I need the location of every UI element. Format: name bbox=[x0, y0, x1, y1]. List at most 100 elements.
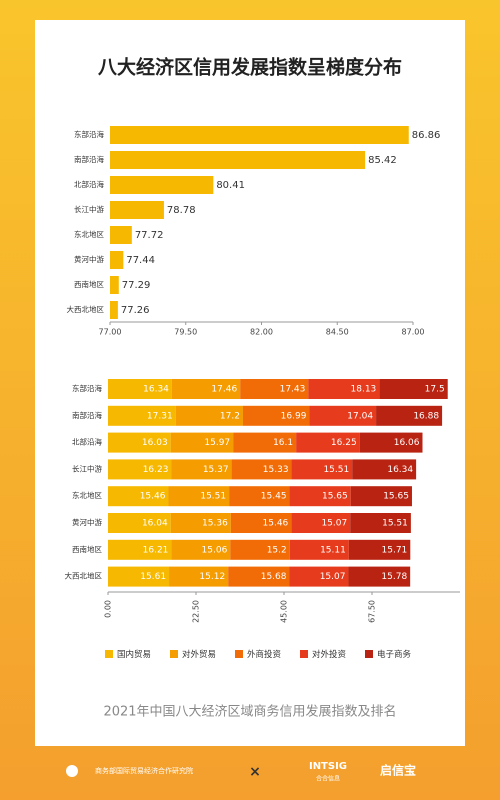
value-label: 15.46 bbox=[263, 519, 289, 529]
bar-segment bbox=[108, 432, 171, 453]
bar-segment bbox=[108, 566, 170, 587]
x-tick-label: 77.00 bbox=[99, 328, 122, 337]
bar-segment bbox=[108, 379, 172, 399]
bar-segment bbox=[170, 513, 231, 533]
x-tick-label: 22.50 bbox=[192, 600, 201, 623]
value-label: 16.34 bbox=[387, 465, 413, 475]
y-tick-label: 东部沿海 bbox=[72, 383, 102, 393]
legend-label: 外商投资 bbox=[247, 649, 282, 660]
product: 启信宝 bbox=[380, 763, 416, 778]
x-tick-label: 45.00 bbox=[280, 600, 289, 623]
value-label: 15.51 bbox=[323, 465, 349, 475]
bar-segment bbox=[169, 566, 229, 587]
value-label: 16.04 bbox=[142, 519, 168, 529]
y-tick-label: 南部沿海 bbox=[74, 154, 104, 164]
bar bbox=[110, 151, 366, 169]
value-label: 16.25 bbox=[331, 438, 357, 448]
x-tick-label: 82.00 bbox=[250, 328, 273, 337]
value-label: 16.1 bbox=[273, 438, 293, 448]
bar-segment bbox=[108, 539, 172, 560]
bar-segment bbox=[229, 486, 290, 507]
value-label: 16.23 bbox=[143, 465, 169, 475]
value-label: 15.65 bbox=[383, 492, 409, 502]
legend-swatch bbox=[170, 650, 178, 658]
value-label: 16.34 bbox=[143, 385, 169, 395]
value-label: 15.68 bbox=[261, 572, 287, 582]
value-label: 15.97 bbox=[204, 438, 230, 448]
bar bbox=[110, 226, 132, 244]
value-label: 86.86 bbox=[412, 130, 441, 141]
value-label: 16.88 bbox=[413, 411, 439, 421]
value-label: 77.72 bbox=[135, 230, 164, 241]
legend-swatch bbox=[105, 650, 113, 658]
y-tick-label: 东北地区 bbox=[74, 229, 104, 239]
value-label: 15.33 bbox=[263, 465, 289, 475]
bar-segment bbox=[171, 379, 241, 399]
caption: 2021年中国八大经济区域商务信用发展指数及排名 bbox=[103, 704, 396, 720]
bar-segment bbox=[291, 513, 351, 533]
bar-segment bbox=[108, 486, 169, 507]
y-tick-label: 北部沿海 bbox=[74, 179, 104, 189]
y-tick-label: 长江中游 bbox=[72, 463, 102, 473]
bar-segment bbox=[228, 566, 290, 587]
value-label: 17.5 bbox=[425, 385, 445, 395]
value-label: 15.51 bbox=[382, 519, 408, 529]
brand: INTSIG bbox=[309, 761, 347, 772]
bar-segment bbox=[170, 432, 234, 453]
x-tick-label: 84.50 bbox=[326, 328, 349, 337]
y-tick-label: 黄河中游 bbox=[72, 517, 102, 527]
bar-segment bbox=[233, 432, 297, 453]
bar-segment bbox=[350, 486, 412, 507]
bar-segment bbox=[309, 405, 377, 426]
bar-segment bbox=[175, 405, 243, 426]
brand-cn: 合合信息 bbox=[316, 775, 340, 783]
y-tick-label: 大西北地区 bbox=[67, 304, 105, 314]
value-label: 15.07 bbox=[320, 572, 346, 582]
org-name: 商务部国际贸易经济合作研究院 bbox=[95, 766, 193, 775]
value-label: 17.46 bbox=[211, 385, 237, 395]
value-label: 17.04 bbox=[347, 411, 373, 421]
legend-label: 对外贸易 bbox=[182, 649, 216, 660]
value-label: 15.12 bbox=[199, 572, 225, 582]
value-label: 15.37 bbox=[203, 465, 229, 475]
value-label: 15.45 bbox=[261, 492, 287, 502]
x-tick-label: 79.50 bbox=[174, 328, 197, 337]
bar-segment bbox=[289, 566, 349, 587]
bar-segment bbox=[296, 432, 360, 453]
bar-segment bbox=[350, 513, 411, 533]
cross: × bbox=[249, 764, 261, 780]
value-label: 15.78 bbox=[381, 572, 407, 582]
value-label: 16.06 bbox=[394, 438, 420, 448]
x-tick-label: 0.00 bbox=[104, 600, 113, 618]
bar-segment bbox=[308, 379, 380, 399]
legend-swatch bbox=[365, 650, 373, 658]
bar-segment bbox=[230, 513, 292, 533]
bar-segment bbox=[289, 486, 351, 507]
bar-segment bbox=[171, 459, 232, 480]
y-tick-label: 长江中游 bbox=[74, 204, 104, 214]
legend-label: 对外投资 bbox=[312, 649, 347, 660]
value-label: 15.51 bbox=[200, 492, 226, 502]
logo-icon bbox=[66, 765, 78, 777]
bar-segment bbox=[242, 405, 310, 426]
bar bbox=[110, 176, 214, 194]
bar bbox=[110, 301, 118, 319]
value-label: 17.31 bbox=[147, 411, 173, 421]
bar-segment bbox=[352, 459, 417, 480]
bar-segment bbox=[376, 405, 443, 426]
bar-segment bbox=[108, 513, 171, 533]
bar-segment bbox=[379, 379, 448, 399]
value-label: 15.2 bbox=[267, 545, 287, 555]
value-label: 15.11 bbox=[320, 545, 346, 555]
value-label: 77.44 bbox=[126, 255, 155, 266]
value-label: 15.07 bbox=[321, 519, 347, 529]
bar-segment bbox=[289, 539, 349, 560]
value-label: 78.78 bbox=[167, 205, 196, 216]
value-label: 15.65 bbox=[322, 492, 348, 502]
value-label: 16.99 bbox=[281, 411, 307, 421]
value-label: 15.61 bbox=[140, 572, 166, 582]
bar-segment bbox=[291, 459, 353, 480]
bar-segment bbox=[240, 379, 309, 399]
